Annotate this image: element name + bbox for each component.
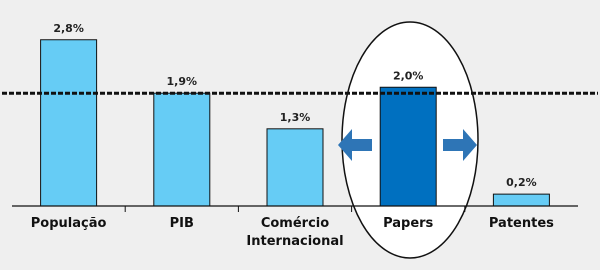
arrow-left — [338, 129, 372, 161]
arrow-right — [443, 129, 477, 161]
x-tick-label: PIB — [169, 216, 194, 231]
value-label: 0,2% — [506, 176, 537, 189]
value-label: 2,0% — [393, 69, 424, 82]
bar — [40, 39, 98, 207]
x-tick-label: Patentes — [488, 216, 554, 231]
value-label: 1,3% — [280, 111, 311, 124]
value-label: 2,8% — [53, 22, 84, 35]
marks: 2,8% 1,9% 1,3% 2,0% 0,2% — [40, 22, 550, 212]
bar — [153, 92, 211, 207]
x-tick-label: Papers — [383, 216, 434, 231]
bar — [266, 128, 324, 207]
value-label: 1,9% — [167, 75, 198, 88]
x-tick-label: População — [30, 216, 107, 231]
x-tick-label: Comércio Internacional — [246, 216, 344, 249]
bar — [492, 193, 550, 207]
bar — [379, 86, 437, 207]
